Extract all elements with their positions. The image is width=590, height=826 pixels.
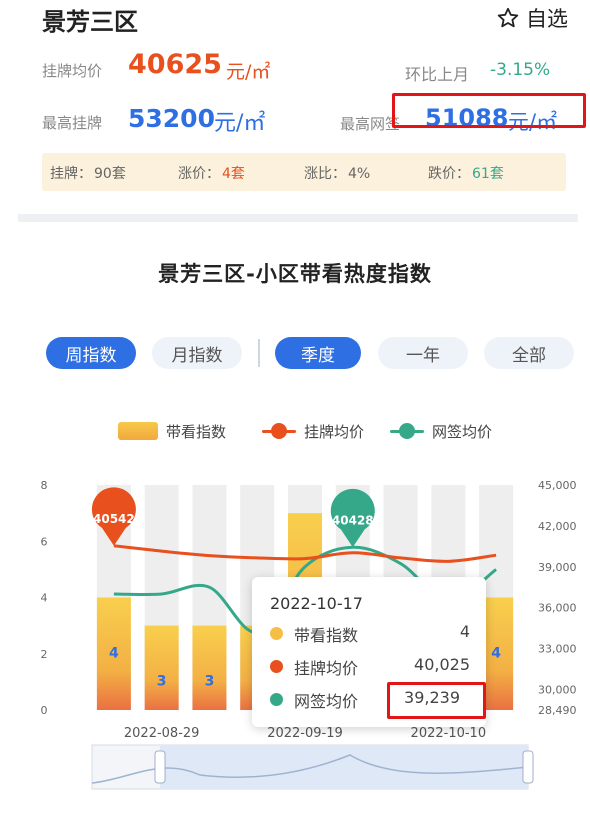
viewing-index-bar xyxy=(144,625,179,710)
max-listing-label: 最高挂牌 xyxy=(42,114,103,132)
highlight-box-max-signed xyxy=(392,93,586,128)
tab-monthly-index[interactable]: 月指数 xyxy=(152,337,242,369)
viewing-index-bar xyxy=(192,625,227,710)
zoom-slider-preview-line xyxy=(91,754,529,784)
orange-dot-icon xyxy=(270,660,283,673)
max-signed-label: 最高网签 xyxy=(340,115,401,133)
y-right-tick-label: 33,000 xyxy=(538,643,577,656)
x-tick-label: 2022-10-10 xyxy=(411,726,487,741)
y-left-tick-label: 0 xyxy=(41,704,48,717)
bar-swatch-icon xyxy=(118,422,158,440)
chart-tooltip: 2022-10-17 带看指数 4 挂牌均价 40,025 网签均价 39,23… xyxy=(252,577,486,727)
page-header: 景芳三区 自选 xyxy=(0,0,590,40)
y-left-tick-label: 2 xyxy=(41,648,48,661)
zoom-slider-right-handle[interactable] xyxy=(522,750,534,784)
legend-label-listing-price: 挂牌均价 xyxy=(304,422,365,441)
line-swatch-icon xyxy=(390,422,424,440)
price-up-label: 涨价： xyxy=(178,166,220,182)
legend-item-listing-price[interactable]: 挂牌均价 xyxy=(262,418,364,444)
max-signed-unit: 元/㎡ xyxy=(508,110,558,134)
star-icon xyxy=(497,7,519,28)
tab-separator xyxy=(258,339,260,367)
listing-price-line xyxy=(113,544,497,563)
tooltip-date: 2022-10-17 xyxy=(270,594,363,613)
y-right-tick-label: 28,490 xyxy=(538,704,577,717)
bar-data-label: 4 xyxy=(109,646,119,662)
y-left-tick-label: 6 xyxy=(41,535,48,548)
tab-all[interactable]: 全部 xyxy=(484,337,574,369)
highlight-box-signed-value xyxy=(387,682,486,719)
bar-data-label: 3 xyxy=(205,674,215,690)
legend-item-signed-price[interactable]: 网签均价 xyxy=(390,418,492,444)
signed-price-marker-label: 40428 xyxy=(332,513,374,527)
y-right-tick-label: 42,000 xyxy=(538,520,577,533)
listing-avg-label: 挂牌均价 xyxy=(42,62,103,80)
bar-data-label: 3 xyxy=(157,674,167,690)
tab-weekly-index[interactable]: 周指数 xyxy=(46,337,136,369)
viewing-index-bar xyxy=(96,597,131,710)
tooltip-row-name: 带看指数 xyxy=(294,626,359,645)
tab-one-year[interactable]: 一年 xyxy=(378,337,468,369)
tooltip-row-value: 4 xyxy=(459,622,470,641)
zoom-slider-selection xyxy=(160,745,528,789)
section-divider xyxy=(18,214,578,222)
community-title: 景芳三区 xyxy=(42,8,138,36)
tooltip-row-value: 39,239 xyxy=(404,688,460,707)
listing-summary-bar: 挂牌： 90套 涨价： 4套 涨比： 4% 跌价： 61套 xyxy=(42,153,566,191)
legend-label-signed-price: 网签均价 xyxy=(432,422,493,441)
price-up-value: 4套 xyxy=(222,166,245,182)
favorite-label: 自选 xyxy=(526,7,568,31)
listing-avg-unit: 元/㎡ xyxy=(226,61,271,83)
tooltip-row-signed-price: 网签均价 39,239 xyxy=(270,688,470,712)
tooltip-row-listing-price: 挂牌均价 40,025 xyxy=(270,655,470,679)
x-tick-label: 2022-08-29 xyxy=(124,726,200,741)
y-right-tick-label: 36,000 xyxy=(538,602,577,615)
tooltip-row-viewing-index: 带看指数 4 xyxy=(270,622,470,646)
listed-label: 挂牌： xyxy=(50,166,92,182)
up-ratio-label: 涨比： xyxy=(304,166,346,182)
max-listing-value: 53200 xyxy=(128,104,215,133)
y-right-tick-label: 30,000 xyxy=(538,683,577,696)
tooltip-row-value: 40,025 xyxy=(414,655,470,674)
yellow-dot-icon xyxy=(270,627,283,640)
legend-label-viewing-index: 带看指数 xyxy=(166,422,227,441)
y-right-tick-label: 45,000 xyxy=(538,479,577,492)
x-tick-label: 2022-09-19 xyxy=(267,726,343,741)
listing-price-marker xyxy=(91,487,136,546)
bar-data-label: 4 xyxy=(491,646,501,662)
max-listing-unit: 元/㎡ xyxy=(214,111,266,136)
tab-quarter[interactable]: 季度 xyxy=(275,337,361,369)
favorite-button[interactable]: 自选 xyxy=(496,3,568,33)
chart-title: 景芳三区-小区带看热度指数 xyxy=(158,262,432,286)
y-left-tick-label: 8 xyxy=(41,479,48,492)
price-down-value: 61套 xyxy=(472,166,504,182)
listing-price-marker-label: 40542 xyxy=(93,512,135,526)
y-right-tick-label: 39,000 xyxy=(538,561,577,574)
mom-label: 环比上月 xyxy=(405,65,470,84)
tooltip-row-name: 网签均价 xyxy=(294,692,359,711)
tooltip-row-name: 挂牌均价 xyxy=(294,659,359,678)
mom-value: -3.15% xyxy=(490,60,551,80)
listing-avg-value: 40625 xyxy=(128,49,222,80)
up-ratio-value: 4% xyxy=(348,166,371,182)
green-dot-icon xyxy=(270,693,283,706)
price-down-label: 跌价： xyxy=(428,166,470,182)
zoom-slider-left-handle[interactable] xyxy=(154,750,166,784)
line-swatch-icon xyxy=(262,422,296,440)
legend-item-viewing-index[interactable]: 带看指数 xyxy=(118,418,226,444)
y-left-tick-label: 4 xyxy=(41,592,48,605)
signed-price-marker xyxy=(330,488,375,548)
listed-value: 90套 xyxy=(94,166,126,182)
